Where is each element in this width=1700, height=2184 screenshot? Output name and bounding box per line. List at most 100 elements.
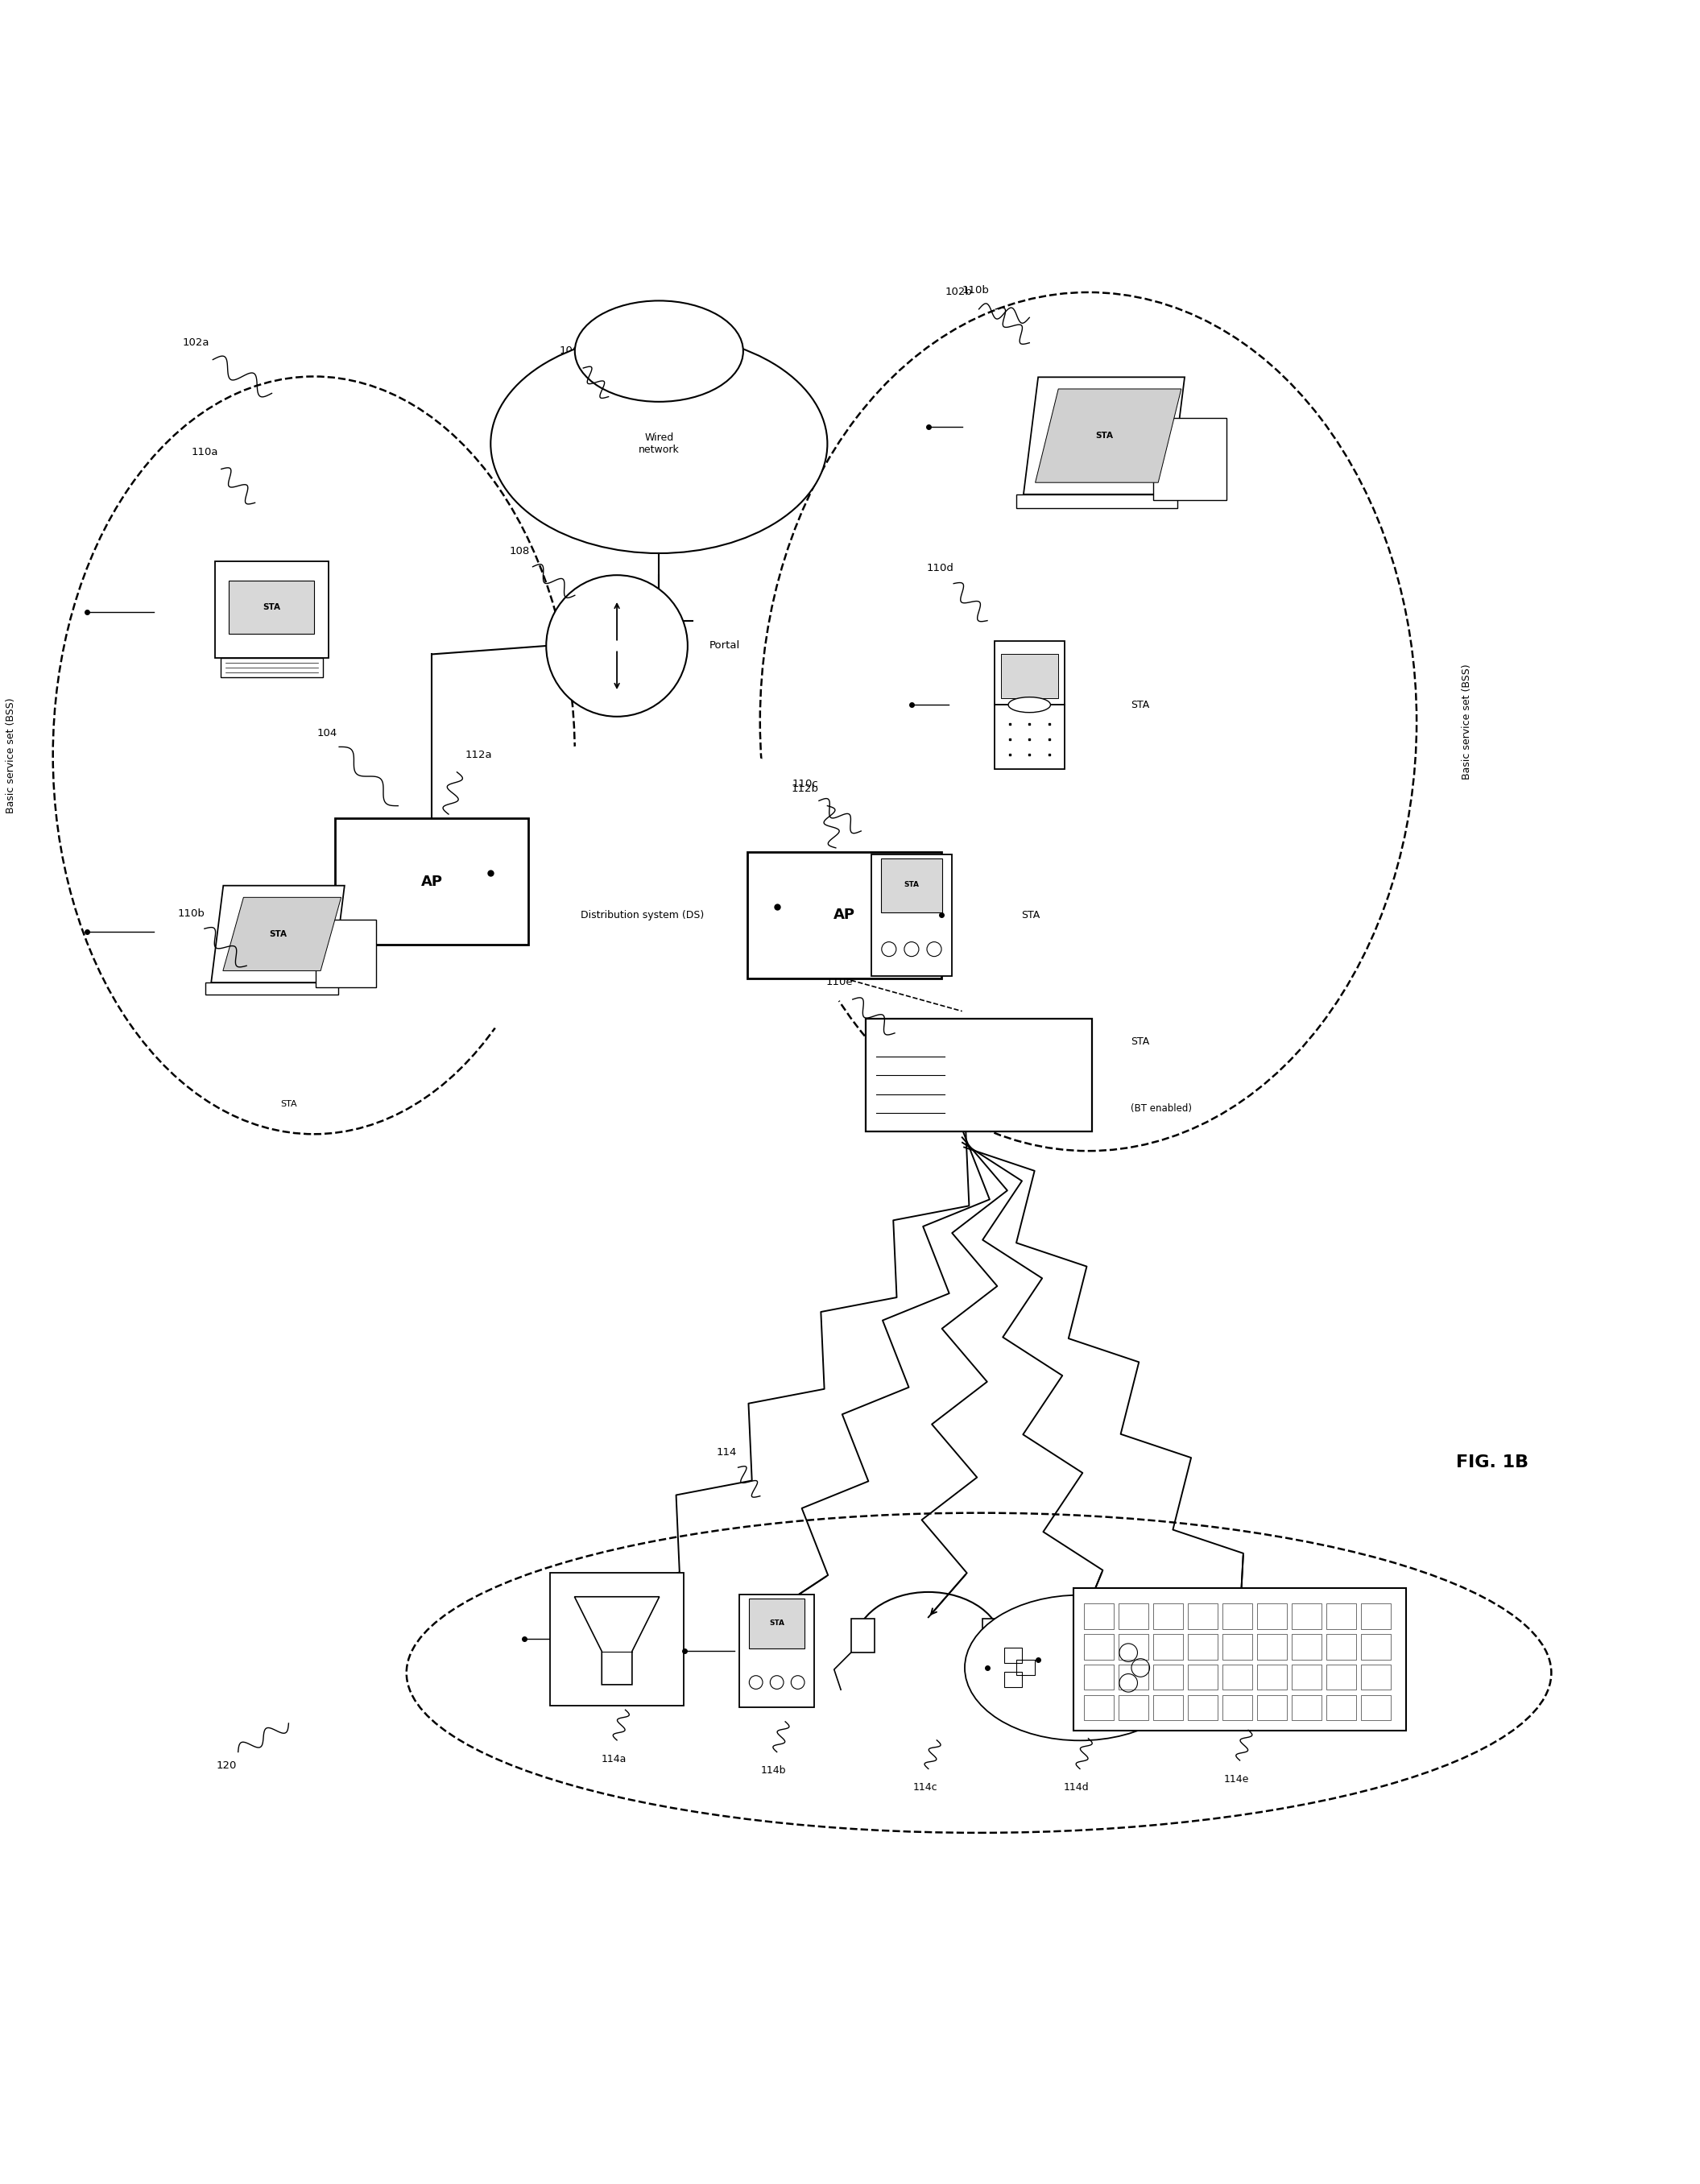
Bar (748, 1599, 804, 1649)
Circle shape (750, 1675, 763, 1688)
Text: 114a: 114a (600, 1754, 626, 1765)
Polygon shape (1035, 389, 1182, 483)
Bar (1085, 1695, 1114, 1721)
Text: 110b: 110b (177, 909, 204, 919)
Circle shape (546, 574, 687, 716)
Text: STA: STA (1022, 911, 1040, 919)
Text: 114b: 114b (762, 1765, 785, 1776)
Bar (335, 819, 529, 946)
Bar (1362, 1634, 1391, 1660)
Bar (1005, 1647, 1022, 1662)
Bar (1188, 1603, 1217, 1629)
Polygon shape (575, 1597, 660, 1684)
Bar (1258, 1695, 1287, 1721)
Bar (1188, 1634, 1217, 1660)
Bar (551, 1572, 683, 1706)
Ellipse shape (675, 869, 741, 911)
Bar (1188, 1695, 1217, 1721)
Circle shape (770, 1675, 784, 1688)
Bar (1153, 417, 1226, 500)
Text: 110c: 110c (792, 778, 819, 788)
Bar (748, 852, 942, 978)
Text: FIG. 1B: FIG. 1B (1457, 1455, 1528, 1470)
Bar (1258, 1664, 1287, 1690)
Text: STA: STA (1130, 699, 1149, 710)
Text: Wired
network: Wired network (639, 432, 680, 454)
Bar (881, 858, 942, 913)
Bar (1292, 1634, 1321, 1660)
Ellipse shape (491, 334, 828, 553)
Bar (1153, 1634, 1183, 1660)
Text: STA: STA (1095, 432, 1114, 439)
Text: 108: 108 (508, 546, 529, 557)
Text: 104: 104 (318, 727, 338, 738)
Bar (1119, 1603, 1148, 1629)
Text: 102a: 102a (182, 336, 209, 347)
Text: AP: AP (833, 909, 855, 922)
Text: STA: STA (904, 882, 920, 889)
Circle shape (927, 941, 942, 957)
Bar (1005, 1673, 1022, 1688)
Bar (983, 1618, 1006, 1653)
Bar (740, 1594, 814, 1708)
Bar (1362, 1603, 1391, 1629)
Bar (206, 983, 338, 994)
Bar (1326, 1664, 1357, 1690)
Bar (316, 919, 376, 987)
Text: 110e: 110e (826, 976, 853, 987)
Ellipse shape (382, 740, 901, 1055)
Text: AP: AP (422, 874, 442, 889)
Circle shape (790, 1675, 804, 1688)
Ellipse shape (1008, 697, 1051, 712)
Bar (214, 561, 328, 657)
Bar (865, 1018, 1091, 1131)
Ellipse shape (590, 906, 675, 948)
Text: STA: STA (768, 1618, 784, 1627)
Bar (1292, 1664, 1321, 1690)
Ellipse shape (661, 898, 728, 939)
Bar (1119, 1634, 1148, 1660)
Bar (1017, 1660, 1034, 1675)
Bar (1258, 1603, 1287, 1629)
Bar (1017, 494, 1178, 509)
Ellipse shape (576, 832, 670, 889)
Bar (1292, 1695, 1321, 1721)
Bar (1119, 1664, 1148, 1690)
Bar (870, 854, 952, 976)
Bar (1153, 1664, 1183, 1690)
Bar (1085, 1603, 1114, 1629)
Bar (1222, 1664, 1253, 1690)
Bar (1001, 655, 1057, 699)
Bar (852, 1618, 874, 1653)
Bar (1326, 1603, 1357, 1629)
Text: STA: STA (1130, 1035, 1149, 1046)
Text: 114d: 114d (1064, 1782, 1090, 1793)
Bar (1188, 1664, 1217, 1690)
Bar (1326, 1634, 1357, 1660)
Bar (1362, 1664, 1391, 1690)
Bar (1119, 1695, 1148, 1721)
Text: 106: 106 (559, 345, 580, 356)
Text: 114: 114 (716, 1446, 736, 1457)
Bar (1326, 1695, 1357, 1721)
Text: 110a: 110a (190, 448, 218, 456)
Text: 102b: 102b (945, 286, 972, 297)
Bar (1153, 1695, 1183, 1721)
Bar (1222, 1603, 1253, 1629)
Text: 110d: 110d (927, 563, 954, 574)
Bar (994, 640, 1064, 705)
Bar (230, 581, 314, 633)
Ellipse shape (539, 860, 624, 906)
Text: 120: 120 (216, 1760, 236, 1771)
Text: STA: STA (264, 603, 280, 612)
Ellipse shape (632, 839, 717, 889)
Text: 112a: 112a (466, 749, 493, 760)
Text: (BT enabled): (BT enabled) (1130, 1103, 1192, 1114)
Bar (1222, 1634, 1253, 1660)
Ellipse shape (964, 1594, 1195, 1741)
Bar (1085, 1664, 1114, 1690)
Text: STA: STA (269, 930, 287, 939)
Text: Basic service set (BSS): Basic service set (BSS) (5, 697, 15, 812)
Bar (1362, 1695, 1391, 1721)
Ellipse shape (442, 778, 843, 1020)
